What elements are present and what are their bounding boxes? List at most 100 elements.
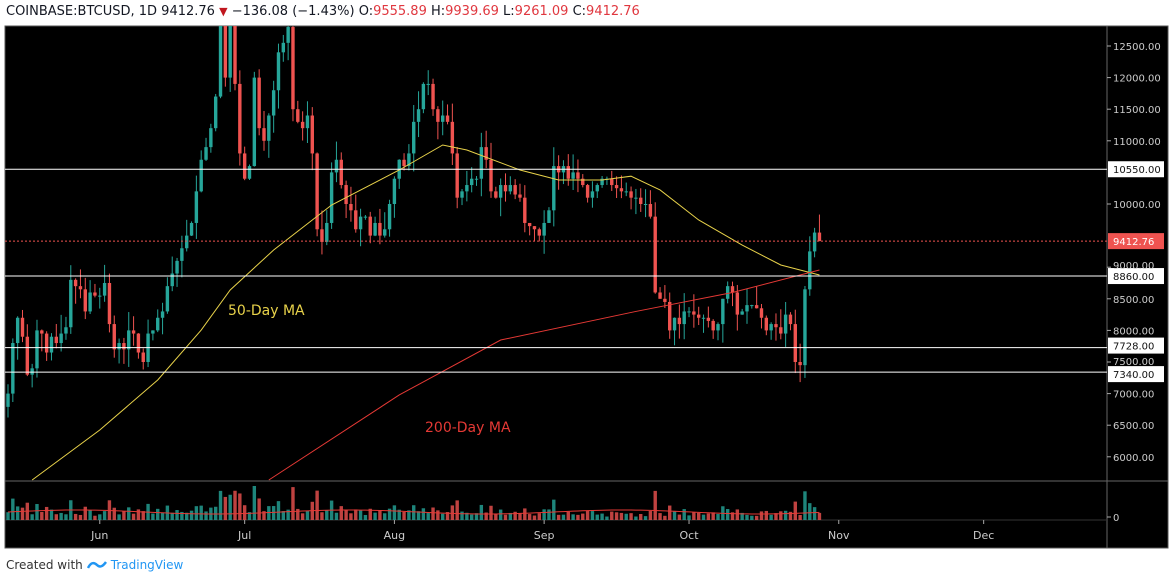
candle-body — [619, 188, 624, 192]
volume-bar — [798, 514, 802, 520]
volume-bar — [15, 506, 20, 520]
volume-bar — [271, 506, 276, 520]
volume-bar — [769, 514, 773, 520]
candle-body — [764, 317, 769, 331]
candle-body — [267, 115, 271, 141]
candle-body — [40, 330, 44, 334]
candle-body — [344, 185, 348, 204]
volume-bar — [692, 512, 696, 520]
volume-bar — [740, 512, 744, 520]
volume-bar — [634, 516, 638, 520]
candle-body — [663, 298, 667, 302]
candle-body — [759, 308, 764, 318]
volume-bar — [59, 512, 63, 520]
volume-bar — [552, 499, 556, 520]
y-tick-label: 11500.00 — [1113, 105, 1161, 116]
volume-bar — [696, 512, 701, 520]
candle-body — [131, 330, 136, 334]
volume-bar — [102, 511, 107, 520]
volume-bar — [407, 510, 411, 520]
candle-body — [668, 301, 672, 331]
candle-body — [185, 235, 189, 249]
level-label: 7728.00 — [1113, 342, 1154, 353]
volume-bar — [402, 511, 406, 520]
tradingview-logo-icon — [86, 561, 107, 569]
x-tick-label: Sep — [534, 529, 555, 542]
volume-bar — [383, 513, 387, 520]
volume-bar — [523, 508, 527, 520]
volume-bar — [469, 514, 474, 520]
volume-bar — [286, 509, 290, 520]
volume-bar — [465, 512, 469, 520]
candle-body — [363, 216, 368, 218]
low-value: 9261.09 — [514, 4, 569, 19]
volume-bar — [537, 513, 541, 520]
volume-bar — [600, 513, 604, 520]
volume-bar — [30, 514, 34, 520]
x-tick-label: Nov — [828, 529, 850, 542]
volume-bar — [808, 503, 812, 520]
candle-body — [479, 147, 484, 179]
volume-bar — [479, 504, 484, 520]
volume-bar — [426, 513, 430, 520]
candle-body — [358, 216, 363, 230]
last-price-label: 9412.76 — [1113, 237, 1154, 248]
tradingview-link[interactable]: TradingView — [110, 558, 184, 572]
candle-body — [329, 172, 334, 223]
candle-body — [648, 204, 653, 217]
volume-bar — [112, 507, 116, 520]
candle-body — [102, 283, 107, 296]
candle-body — [64, 327, 68, 334]
candle-body — [687, 311, 691, 313]
candle-body — [59, 333, 63, 344]
price-chart[interactable]: 50-Day MA 200-Day MA 10550.00 8860.00 7728.0… — [0, 0, 1173, 555]
candle-body — [552, 166, 556, 211]
last-price-label-bg — [1108, 233, 1164, 250]
candle-body — [498, 185, 503, 198]
volume-bar — [735, 509, 740, 520]
volume-bar — [296, 508, 300, 520]
last-price: 9412.76 — [161, 4, 215, 19]
volume-bar — [668, 505, 672, 520]
volume-bar — [44, 506, 49, 520]
candle-body — [136, 333, 141, 353]
candle-body — [194, 191, 199, 223]
candle-body — [788, 314, 793, 325]
ma200-line — [268, 269, 820, 481]
candle-body — [653, 216, 657, 293]
candle-body — [305, 115, 310, 129]
volume-bar — [643, 516, 648, 520]
candle-body — [30, 368, 34, 375]
y-tick-label: 6000.00 — [1113, 453, 1154, 464]
volume-bar — [759, 511, 764, 520]
candle-body — [83, 289, 87, 312]
volume-bar — [716, 513, 720, 520]
candle-body — [107, 283, 112, 325]
candle-body — [610, 178, 614, 186]
candle-body — [817, 232, 822, 242]
volume-bar — [754, 515, 759, 520]
candle-body — [571, 172, 575, 179]
candle-body — [238, 83, 242, 154]
volume-bar — [368, 508, 372, 520]
candle-body — [11, 343, 15, 394]
candle-body — [730, 286, 735, 293]
candle-body — [228, 26, 232, 78]
volume-bar — [783, 510, 788, 520]
candle-body — [629, 191, 633, 198]
volume-bar — [11, 498, 15, 520]
volume-bar — [35, 504, 39, 520]
candle-body — [286, 27, 290, 43]
volume-bar — [571, 514, 575, 520]
candle-body — [141, 352, 145, 362]
level-label: 7340.00 — [1113, 370, 1154, 381]
open-label: O: — [358, 4, 374, 19]
volume-bar — [344, 509, 348, 520]
volume-bar — [49, 509, 54, 520]
symbol-label[interactable]: COINBASE:BTCUSD, 1D — [6, 4, 158, 19]
volume-bar — [498, 509, 503, 520]
volume-bar — [508, 512, 513, 520]
candle-body — [725, 286, 730, 299]
volume-bar — [300, 513, 305, 520]
volume-bar — [358, 510, 363, 520]
